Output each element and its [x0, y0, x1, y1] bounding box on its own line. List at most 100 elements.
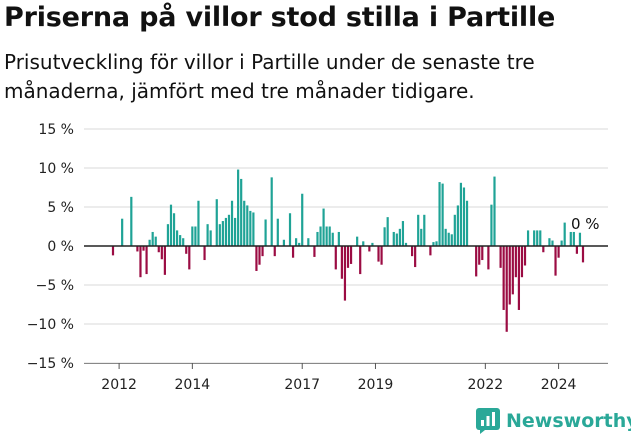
bar — [148, 239, 151, 246]
bar — [191, 226, 194, 246]
bar — [325, 226, 328, 246]
chart-title: Priserna på villor stod stilla i Partill… — [4, 2, 556, 33]
bar — [291, 246, 295, 258]
bar — [554, 246, 557, 276]
bar — [230, 200, 234, 246]
bar — [154, 236, 157, 246]
bar — [514, 246, 517, 278]
bar — [346, 246, 350, 268]
bar — [377, 246, 380, 262]
bar — [526, 230, 530, 246]
bar — [337, 231, 340, 246]
bar — [343, 246, 347, 301]
bar — [383, 227, 386, 246]
bar — [478, 246, 481, 265]
bar — [130, 196, 133, 246]
bar — [282, 239, 286, 246]
bar — [185, 246, 188, 254]
bar — [276, 218, 279, 246]
bar — [246, 205, 249, 246]
bar — [371, 242, 374, 246]
bar — [398, 228, 401, 246]
bar — [243, 200, 246, 246]
bar — [563, 222, 566, 246]
bar — [227, 214, 231, 246]
chart-subtitle: Prisutveckling för villor i Partille und… — [4, 50, 535, 103]
bar — [520, 246, 524, 278]
bar — [453, 214, 456, 246]
y-tick-label: −5 % — [36, 278, 74, 294]
bar — [301, 193, 304, 246]
bar — [517, 246, 521, 310]
bar — [194, 226, 197, 246]
brand-name: Newsworthy — [506, 410, 631, 432]
bar — [206, 224, 209, 246]
bar — [523, 246, 527, 266]
y-tick-label: 0 % — [47, 239, 74, 255]
bar — [169, 204, 173, 246]
y-tick-label: 15 % — [38, 122, 74, 138]
bar — [307, 238, 310, 246]
x-tick-label: 2024 — [541, 377, 577, 393]
bar — [481, 246, 484, 261]
bar — [490, 204, 493, 246]
bar — [575, 246, 578, 254]
bar — [179, 235, 182, 246]
bar — [475, 246, 478, 277]
bar — [539, 230, 542, 246]
bar — [487, 246, 490, 270]
bar — [447, 232, 450, 246]
bar — [240, 178, 243, 246]
bar — [261, 246, 264, 257]
bar — [441, 183, 444, 246]
bar — [255, 246, 258, 271]
bar — [511, 246, 514, 295]
bar — [362, 241, 365, 246]
brand-logo: Newsworthy — [476, 408, 631, 434]
bar — [139, 246, 142, 278]
bar — [203, 246, 206, 261]
bar — [252, 212, 255, 246]
bar — [328, 226, 331, 246]
bar — [172, 213, 176, 246]
bar — [298, 242, 301, 246]
bar — [160, 246, 163, 260]
bar — [417, 214, 420, 246]
bar — [319, 226, 322, 246]
bar — [414, 246, 417, 268]
bar — [392, 231, 395, 246]
bar — [444, 228, 447, 246]
bar — [380, 246, 383, 265]
bar — [233, 217, 237, 246]
bar-chart-logo-icon — [476, 408, 500, 434]
bar — [209, 230, 212, 246]
bar — [404, 242, 408, 246]
x-tick-label: 2019 — [358, 377, 394, 393]
bar — [578, 232, 582, 246]
bar — [163, 246, 166, 275]
bar — [368, 246, 371, 252]
x-tick-label: 2012 — [101, 377, 137, 393]
bar — [569, 231, 572, 246]
bar — [142, 246, 145, 251]
bar — [551, 240, 554, 246]
y-tick-label: 10 % — [38, 161, 74, 177]
bar — [462, 187, 466, 246]
bar — [224, 217, 228, 246]
bar — [536, 230, 539, 246]
bar — [111, 246, 115, 256]
bar — [270, 177, 273, 246]
bar — [175, 230, 179, 246]
bar — [435, 241, 438, 246]
bar — [313, 246, 316, 257]
bar — [456, 205, 459, 246]
bar — [401, 221, 405, 246]
bar — [264, 219, 267, 246]
bar — [572, 231, 575, 246]
y-tick-label: 5 % — [47, 200, 74, 216]
bar — [542, 246, 545, 253]
bar — [188, 246, 191, 270]
bar — [316, 231, 319, 246]
bar — [386, 217, 389, 246]
bar — [533, 230, 536, 246]
